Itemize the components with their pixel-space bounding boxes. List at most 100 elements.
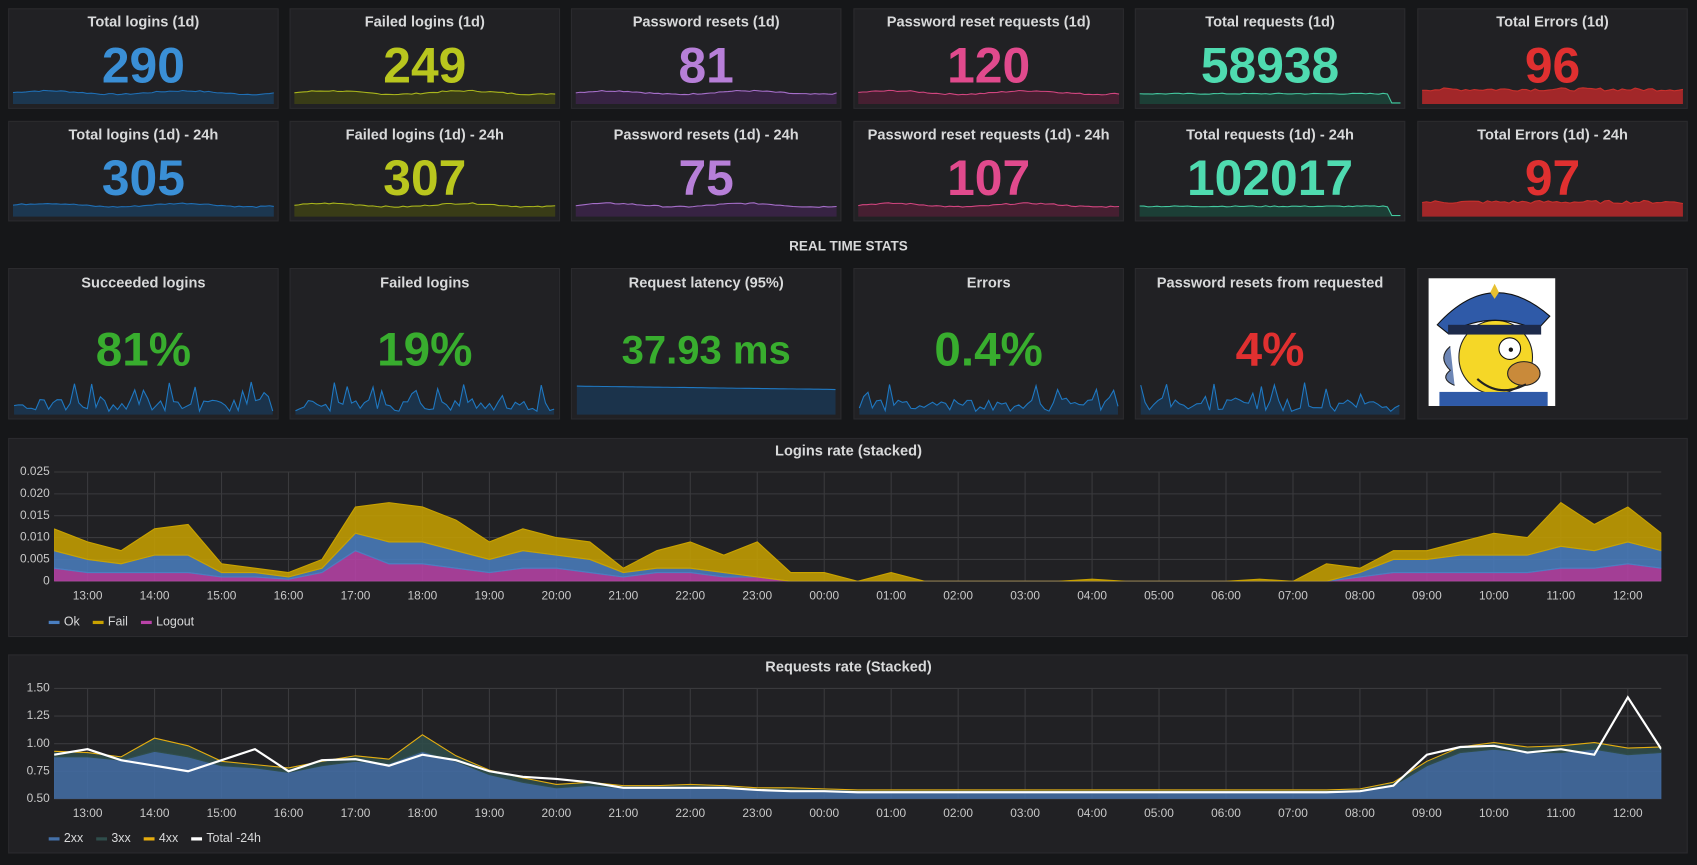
y-tick-label: 1.25 [27, 708, 51, 722]
x-tick-label: 13:00 [73, 589, 103, 603]
x-tick-label: 12:00 [1613, 589, 1643, 603]
legend-swatch [140, 620, 152, 625]
sparkline [858, 89, 1120, 96]
x-tick-label: 08:00 [1345, 589, 1375, 603]
stat-value: 81% [96, 324, 191, 377]
panel-title: Total Errors (1d) [1496, 15, 1609, 31]
x-tick-label: 05:00 [1144, 589, 1174, 603]
sparkline [576, 385, 836, 391]
sparkline [858, 202, 1120, 208]
legend-label: Logout [156, 615, 195, 629]
x-tick-label: 21:00 [608, 589, 638, 603]
area [54, 501, 1662, 582]
legend-label: 3xx [111, 831, 131, 845]
panel-title: Errors [967, 276, 1011, 292]
legend-label: Ok [64, 615, 81, 629]
panel [853, 267, 1124, 420]
sparkline [1139, 92, 1401, 104]
panel-title: Password reset requests (1d) [887, 15, 1091, 31]
stat-value: 290 [102, 38, 185, 94]
sparkline-fill [575, 90, 837, 105]
sparkline [12, 202, 274, 208]
x-tick-label: 17:00 [341, 589, 371, 603]
sparkline-fill [575, 202, 837, 217]
y-tick-label: 0 [43, 573, 50, 587]
stat-panel: Password resets (1d) - 24h 75 [570, 120, 842, 222]
sparkline [1139, 205, 1401, 217]
x-tick-label: 19:00 [475, 589, 505, 603]
x-tick-label: 19:00 [475, 806, 505, 820]
x-tick-label: 02:00 [943, 806, 973, 820]
sparkline-fill [1422, 200, 1683, 217]
sparkline-fill [858, 90, 1120, 105]
sparkline-fill [295, 382, 555, 415]
sparkline [575, 89, 837, 96]
sparkline-fill [576, 386, 836, 415]
panel-title: Password reset requests (1d) - 24h [868, 127, 1110, 143]
stat-value: 58938 [1201, 38, 1339, 94]
x-tick-label: 11:00 [1546, 806, 1575, 820]
badge [1490, 283, 1499, 299]
stat-value: 305 [102, 150, 185, 206]
sparkline-fill [12, 90, 274, 105]
panel-title: Total logins (1d) [88, 15, 200, 31]
stat-panel: Total requests (1d) 58938 [1134, 8, 1406, 109]
y-tick-label: 0.75 [27, 763, 51, 777]
stat-value: 96 [1525, 38, 1580, 94]
x-tick-label: 10:00 [1479, 589, 1509, 603]
visor [1448, 324, 1542, 335]
x-tick-label: 14:00 [140, 806, 170, 820]
panel-title: Failed logins (1d) - 24h [346, 127, 504, 143]
sparkline [1422, 199, 1684, 205]
legend-label: 4xx [159, 831, 179, 845]
legend-swatch [48, 620, 60, 625]
x-tick-label: 16:00 [274, 806, 304, 820]
stat-panel: Total Errors (1d) - 24h 97 [1417, 120, 1688, 222]
sparkline [295, 382, 555, 413]
stat-value: 75 [679, 150, 734, 206]
legend-swatch [48, 837, 60, 841]
realtime-panel: Request latency (95%) 37.93 ms [570, 267, 842, 420]
stat-value: 97 [1525, 150, 1580, 206]
x-tick-label: 04:00 [1077, 806, 1107, 820]
stat-value: 81 [679, 38, 734, 94]
stat-value: 102017 [1187, 150, 1353, 206]
panel-title: Succeeded logins [81, 276, 205, 292]
chart: Logins rate (stacked) 0 0.005 0.010 0.015 0.0… [8, 437, 1688, 638]
realtime-panel: Failed logins 19% [289, 267, 561, 420]
chart: Requests rate (Stacked) 0.50 0.75 1.00 1.25 1… [8, 654, 1688, 854]
x-tick-label: 07:00 [1278, 589, 1308, 603]
realtime-panel: Succeeded logins 81% [8, 267, 279, 420]
x-tick-label: 08:00 [1345, 806, 1375, 820]
x-tick-label: 11:00 [1546, 589, 1575, 603]
x-tick-label: 05:00 [1144, 806, 1174, 820]
panel-title: Request latency (95%) [629, 276, 784, 292]
x-tick-label: 14:00 [140, 589, 170, 603]
x-tick-label: 07:00 [1278, 806, 1308, 820]
x-tick-label: 09:00 [1412, 589, 1442, 603]
legend-label: Fail [108, 615, 128, 629]
stat-panel: Total logins (1d) 290 [8, 8, 279, 109]
x-tick-label: 22:00 [675, 589, 705, 603]
stat-panel: Failed logins (1d) - 24h 307 [289, 120, 561, 222]
legend-swatch [96, 837, 108, 841]
sparkline [575, 202, 837, 208]
section-title: REAL TIME STATS [789, 238, 908, 253]
x-tick-label: 04:00 [1077, 589, 1107, 603]
stat-panel: Total logins (1d) - 24h 305 [8, 120, 279, 222]
panel-title: Total requests (1d) [1205, 15, 1335, 31]
panel-title: Password resets (1d) - 24h [614, 127, 799, 143]
x-tick-label: 15:00 [207, 589, 237, 603]
y-tick-label: 1.50 [27, 681, 51, 695]
legend-swatch [92, 620, 104, 625]
x-tick-label: 10:00 [1479, 806, 1509, 820]
panel-title: Total logins (1d) - 24h [68, 127, 218, 143]
sparkline [858, 383, 1119, 413]
stat-value: 19% [377, 324, 472, 377]
x-tick-label: 23:00 [742, 806, 772, 820]
x-tick-label: 09:00 [1412, 806, 1442, 820]
legend-swatch [191, 837, 203, 841]
sparkline-fill [1422, 87, 1683, 105]
panel [1134, 120, 1406, 222]
